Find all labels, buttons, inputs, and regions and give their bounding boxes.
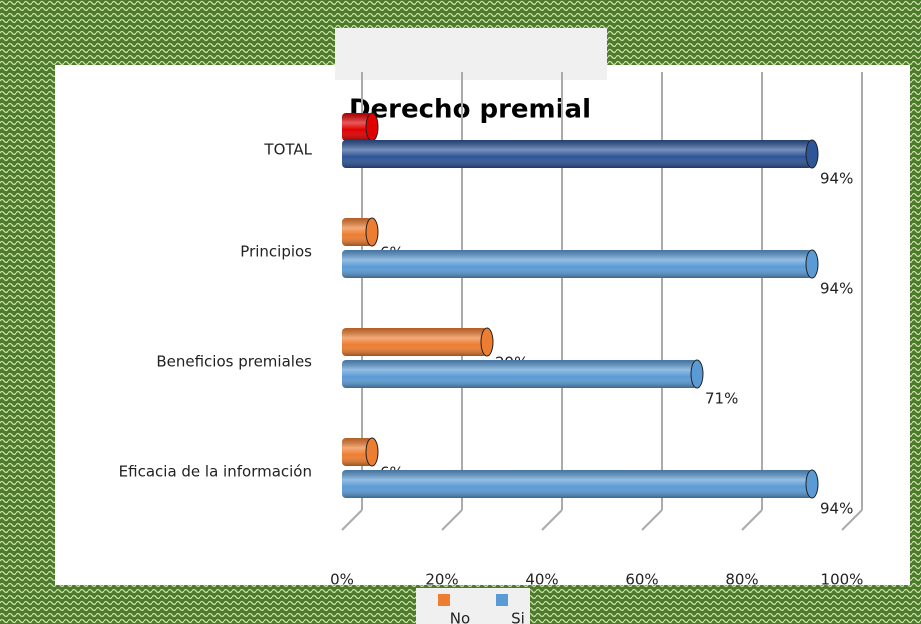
x-tick-label: 80% — [725, 571, 758, 589]
bar-cap — [365, 437, 379, 467]
chart-title: Derecho premial — [349, 95, 591, 125]
grid-floor — [541, 509, 563, 531]
legend-box — [416, 588, 530, 624]
value-label: 94% — [820, 500, 853, 518]
x-tick-label: 0% — [330, 571, 354, 589]
legend-swatch — [496, 594, 508, 606]
bar-cap — [365, 112, 379, 142]
bar-shade — [342, 438, 372, 466]
bar-cap — [805, 249, 819, 279]
x-tick-label: 60% — [625, 571, 658, 589]
grid-floor — [641, 509, 663, 531]
bar-shade — [342, 218, 372, 246]
bar-shade — [342, 250, 812, 278]
grid-floor — [841, 509, 863, 531]
bar-cap — [480, 327, 494, 357]
value-label: 71% — [705, 390, 738, 408]
y-tick-label: Eficacia de la información — [119, 463, 312, 481]
bar-shade — [342, 140, 812, 168]
bar-cap — [805, 469, 819, 499]
y-tick-label: TOTAL — [263, 141, 312, 159]
title-box — [335, 28, 607, 80]
x-tick-label: 100% — [821, 571, 864, 589]
legend-swatch — [438, 594, 450, 606]
legend-label: Si — [511, 610, 525, 624]
y-tick-label: Principios — [240, 243, 312, 261]
x-tick-label: 20% — [425, 571, 458, 589]
bar-cap — [690, 359, 704, 389]
x-tick-label: 40% — [525, 571, 558, 589]
y-tick-label: Beneficios premiales — [156, 353, 312, 371]
bar-shade — [342, 360, 697, 388]
grid-floor — [441, 509, 463, 531]
value-label: 94% — [820, 280, 853, 298]
bar-cap — [805, 139, 819, 169]
legend-label: No — [450, 610, 470, 624]
bar-shade — [342, 113, 372, 141]
bar-shade — [342, 470, 812, 498]
grid-floor — [741, 509, 763, 531]
bar-cap — [365, 217, 379, 247]
grid-floor — [341, 509, 363, 531]
value-label: 94% — [820, 170, 853, 188]
bar-shade — [342, 328, 487, 356]
